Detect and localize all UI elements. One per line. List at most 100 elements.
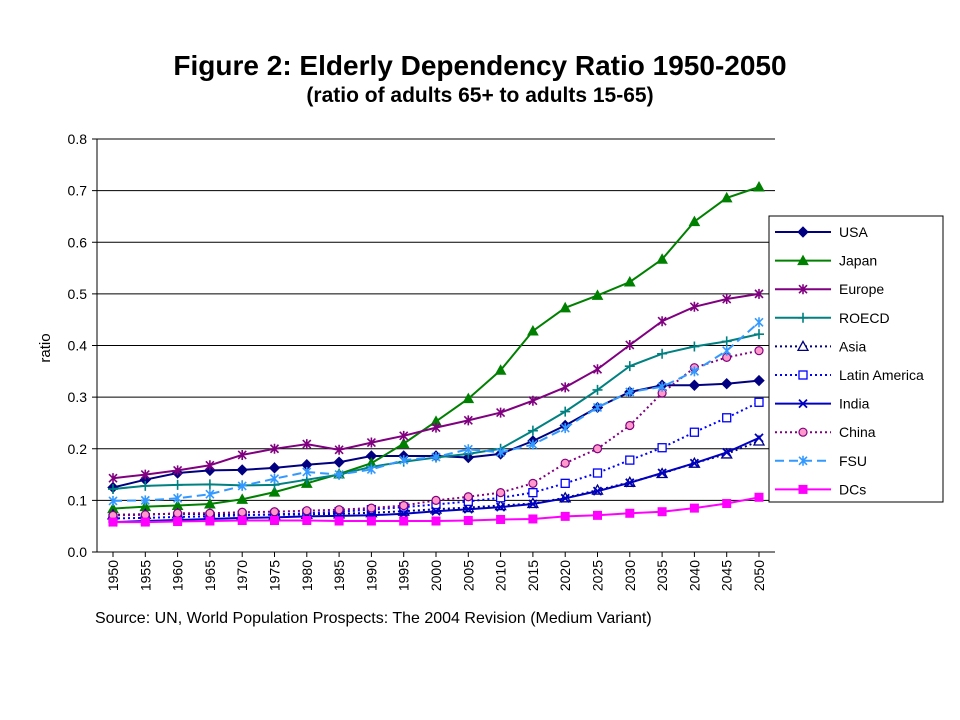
data-point-dcs xyxy=(657,507,667,517)
legend-label: FSU xyxy=(839,453,867,469)
data-point-latin-america xyxy=(657,443,667,453)
data-point-fsu xyxy=(269,473,280,484)
data-point-usa xyxy=(688,379,701,391)
data-point-fsu xyxy=(237,480,247,491)
x-tick-label: 1975 xyxy=(267,560,283,591)
legend-swatch-marker xyxy=(798,284,808,295)
data-point-fsu xyxy=(302,466,312,477)
data-point-europe xyxy=(334,444,344,455)
data-point-india xyxy=(657,468,667,478)
data-point-japan xyxy=(494,364,507,375)
x-tick-label: 1955 xyxy=(137,560,153,591)
data-point-japan xyxy=(397,437,410,449)
data-point-roecd xyxy=(560,406,571,417)
data-point-fsu xyxy=(205,489,215,500)
legend-label: ROECD xyxy=(839,310,890,326)
data-point-japan xyxy=(623,275,636,287)
data-point-fsu xyxy=(592,402,603,413)
data-point-china xyxy=(754,346,764,356)
data-point-india xyxy=(722,447,732,458)
data-point-china xyxy=(302,506,312,516)
legend-item-japan: Japan xyxy=(775,253,877,269)
data-point-dcs xyxy=(366,516,376,526)
data-point-fsu xyxy=(625,386,635,397)
legend-swatch-marker xyxy=(798,427,808,437)
data-point-europe xyxy=(560,382,570,393)
data-point-china xyxy=(496,488,506,498)
y-tick-label: 0.6 xyxy=(68,234,88,250)
x-tick-label: 1985 xyxy=(331,560,347,591)
legend-item-roecd: ROECD xyxy=(775,310,890,326)
data-point-europe xyxy=(722,294,732,305)
data-point-roecd xyxy=(108,484,118,495)
legend-swatch-marker xyxy=(796,340,810,352)
y-tick-label: 0.7 xyxy=(68,183,88,199)
y-tick-label: 0.2 xyxy=(68,441,88,457)
data-point-fsu xyxy=(722,345,732,356)
data-point-japan xyxy=(753,180,765,192)
data-point-europe xyxy=(754,288,764,299)
data-point-china xyxy=(173,508,183,518)
data-point-fsu xyxy=(754,317,764,328)
y-tick-label: 0.8 xyxy=(68,131,88,147)
data-point-europe xyxy=(463,415,473,426)
data-point-dcs xyxy=(593,510,602,520)
legend-item-latin-america: Latin America xyxy=(775,367,924,383)
data-point-fsu xyxy=(528,439,538,450)
data-point-usa xyxy=(268,462,281,474)
data-point-japan xyxy=(720,191,733,203)
data-point-china xyxy=(463,492,473,502)
data-point-latin-america xyxy=(560,478,570,488)
x-tick-label: 1995 xyxy=(396,560,412,591)
legend-item-india: India xyxy=(775,396,870,412)
x-tick-label: 1950 xyxy=(105,560,121,591)
data-point-roecd xyxy=(172,479,183,490)
data-point-india xyxy=(463,504,473,514)
data-point-dcs xyxy=(625,508,635,518)
data-point-japan xyxy=(559,301,572,313)
data-point-india xyxy=(431,506,441,516)
legend-label: USA xyxy=(839,224,868,240)
legend-swatch-marker xyxy=(798,455,808,466)
data-point-dcs xyxy=(399,516,409,526)
data-point-fsu xyxy=(140,495,150,506)
x-tick-label: 2015 xyxy=(525,560,541,591)
legend-label: Europe xyxy=(839,281,884,297)
data-point-dcs xyxy=(108,517,118,527)
data-point-fsu xyxy=(496,447,506,458)
data-point-fsu xyxy=(463,444,473,455)
legend-label: Asia xyxy=(839,338,866,354)
y-tick-label: 0.1 xyxy=(68,492,88,508)
legend-swatch-marker xyxy=(798,398,808,409)
series-europe xyxy=(108,288,764,484)
legend: USA Japan Europe ROECD Asia Latin America Indi… xyxy=(768,215,944,503)
data-point-india xyxy=(592,486,603,496)
data-point-dcs xyxy=(754,492,764,502)
data-point-japan xyxy=(656,253,668,264)
data-point-latin-america xyxy=(754,397,764,407)
x-tick-label: 1970 xyxy=(234,560,250,591)
data-point-dcs xyxy=(302,516,312,526)
data-point-fsu xyxy=(689,366,699,377)
source-note: Source: UN, World Population Prospects: … xyxy=(95,610,652,627)
data-point-china xyxy=(625,420,635,431)
legend-item-china: China xyxy=(775,424,876,440)
data-point-fsu xyxy=(399,455,409,466)
data-point-dcs xyxy=(270,516,279,526)
data-point-europe xyxy=(592,364,603,375)
legend-label: DCs xyxy=(839,481,866,497)
data-point-china xyxy=(269,507,280,517)
data-point-dcs xyxy=(237,516,247,526)
data-point-europe xyxy=(689,301,699,312)
legend-swatch-marker xyxy=(798,484,808,494)
data-point-roecd xyxy=(140,480,151,491)
legend-item-europe: Europe xyxy=(775,281,884,297)
data-point-china xyxy=(205,508,215,518)
x-tick-label: 2005 xyxy=(460,560,476,591)
data-point-europe xyxy=(108,473,118,484)
data-point-dcs xyxy=(334,516,344,526)
data-point-china xyxy=(334,505,344,515)
gridlines xyxy=(97,138,775,501)
